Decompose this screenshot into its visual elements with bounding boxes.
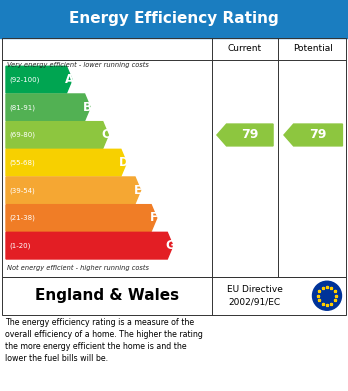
- Circle shape: [313, 281, 341, 310]
- Polygon shape: [6, 232, 173, 259]
- Text: (69-80): (69-80): [9, 132, 35, 138]
- Text: Current: Current: [228, 44, 262, 53]
- Text: Not energy efficient - higher running costs: Not energy efficient - higher running co…: [7, 265, 149, 271]
- Text: D: D: [119, 156, 128, 169]
- Text: B: B: [83, 101, 92, 114]
- Polygon shape: [6, 94, 90, 121]
- Polygon shape: [217, 124, 273, 146]
- Text: The energy efficiency rating is a measure of the
overall efficiency of a home. T: The energy efficiency rating is a measur…: [5, 318, 203, 364]
- Text: (92-100): (92-100): [9, 76, 40, 83]
- Text: EU Directive
2002/91/EC: EU Directive 2002/91/EC: [227, 285, 283, 307]
- Bar: [2, 276, 346, 315]
- Text: C: C: [101, 129, 110, 142]
- Text: England & Wales: England & Wales: [35, 288, 179, 303]
- Text: (21-38): (21-38): [9, 215, 35, 221]
- Bar: [0, 0, 348, 38]
- Text: F: F: [150, 212, 158, 224]
- Text: (1-20): (1-20): [9, 242, 31, 249]
- Text: 79: 79: [309, 129, 327, 142]
- Text: Very energy efficient - lower running costs: Very energy efficient - lower running co…: [7, 62, 149, 68]
- Text: (39-54): (39-54): [9, 187, 35, 194]
- Polygon shape: [6, 149, 127, 176]
- Polygon shape: [6, 122, 108, 148]
- Text: Energy Efficiency Rating: Energy Efficiency Rating: [69, 11, 279, 26]
- Text: (81-91): (81-91): [9, 104, 35, 111]
- Text: 79: 79: [241, 129, 259, 142]
- Text: Potential: Potential: [293, 44, 333, 53]
- Bar: [2, 38, 346, 276]
- Text: G: G: [165, 239, 175, 252]
- Text: (55-68): (55-68): [9, 160, 35, 166]
- Text: E: E: [134, 184, 142, 197]
- Polygon shape: [6, 177, 141, 204]
- Polygon shape: [6, 204, 157, 231]
- Polygon shape: [6, 66, 72, 93]
- Polygon shape: [284, 124, 342, 146]
- Text: A: A: [65, 73, 74, 86]
